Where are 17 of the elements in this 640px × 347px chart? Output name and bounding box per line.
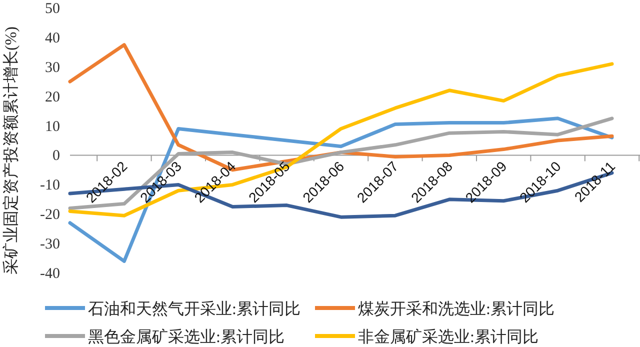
y-tick-label: 20 bbox=[45, 89, 60, 106]
y-tick-label: 50 bbox=[45, 1, 60, 17]
y-tick-label: -40 bbox=[40, 266, 60, 282]
y-tick-label: -10 bbox=[40, 178, 60, 194]
y-tick-label: 0 bbox=[52, 148, 60, 164]
legend-label: 煤炭开采和洗选业:累计同比 bbox=[358, 300, 554, 318]
legend-label: 非金属矿采选业:累计同比 bbox=[358, 328, 538, 346]
y-tick-label: 40 bbox=[45, 30, 60, 46]
y-tick-label: -20 bbox=[40, 207, 60, 224]
line-series bbox=[68, 62, 614, 218]
legend-label: 石油和天然气开采业:累计同比 bbox=[88, 300, 300, 318]
legend-label: 黑色金属矿采选业:累计同比 bbox=[88, 328, 284, 346]
line-series bbox=[68, 116, 614, 263]
y-axis-title: 采矿业固定资产投资额累计增长(%) bbox=[2, 26, 20, 274]
y-tick-label: -30 bbox=[40, 236, 60, 253]
y-tick-label: 10 bbox=[45, 118, 60, 135]
y-tick-label: 30 bbox=[45, 60, 60, 76]
